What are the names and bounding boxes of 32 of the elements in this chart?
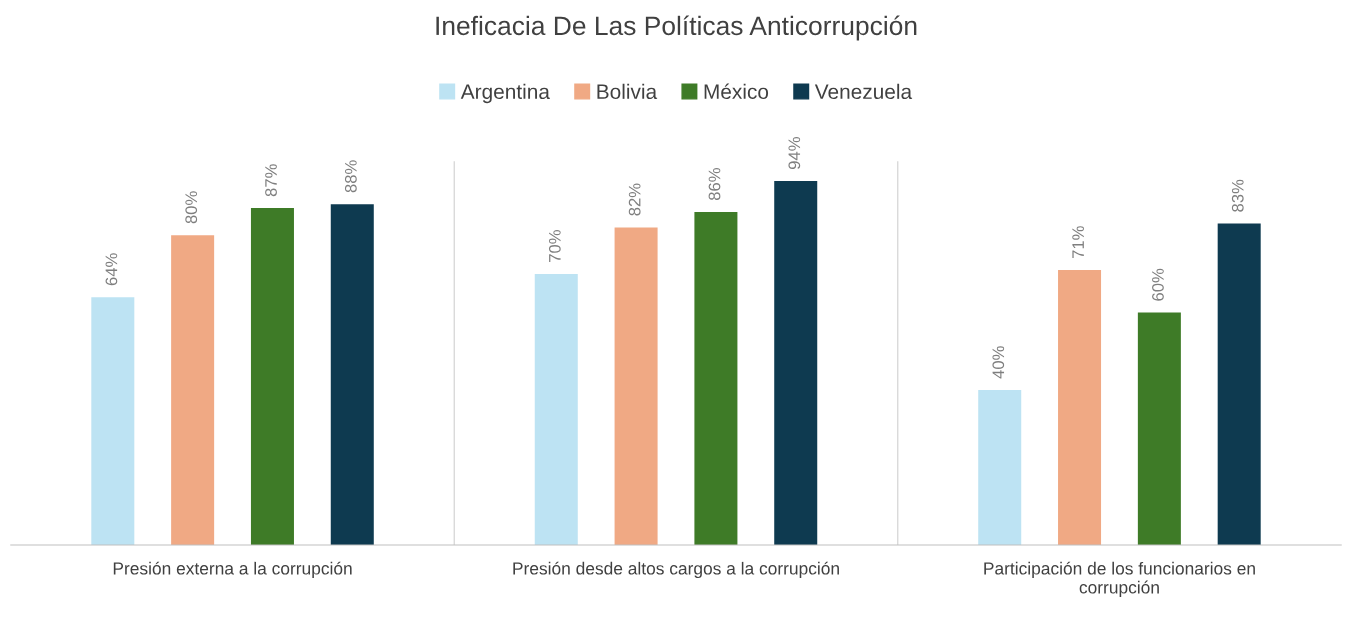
legend-label: Bolivia <box>597 83 658 100</box>
x-tick-label: Presión desde altos cargos a la corrupción <box>513 561 839 579</box>
bar <box>978 390 1022 545</box>
x-tick-label: Presión externa a la corrupción <box>113 561 352 579</box>
legend-label: Argentina <box>460 83 550 104</box>
data-label: 94% <box>788 137 801 170</box>
data-label: 82% <box>628 183 641 216</box>
chart-title: Ineficacia De Las Políticas Anticorrupción <box>436 15 917 41</box>
data-label: 86% <box>708 168 721 201</box>
bar <box>774 180 818 545</box>
data-label: 64% <box>105 253 118 286</box>
data-label: 80% <box>185 191 198 224</box>
bar <box>1217 223 1261 545</box>
data-label: 60% <box>1152 268 1164 301</box>
data-label: 70% <box>548 230 561 262</box>
legend-label: Venezuela <box>814 83 913 100</box>
bar <box>1137 312 1181 545</box>
data-label: 71% <box>1072 226 1084 259</box>
data-label: 40% <box>992 346 1005 379</box>
bar <box>330 204 374 545</box>
x-tick-label: Participación de los funcionarios en corrupción <box>984 561 1255 597</box>
legend-label: México <box>704 83 769 100</box>
bar <box>1058 270 1102 545</box>
data-label: 83% <box>1231 179 1244 212</box>
bar <box>171 235 215 545</box>
bar <box>614 227 658 545</box>
bar <box>534 273 578 545</box>
data-label: 87% <box>265 164 277 197</box>
bar <box>250 208 294 545</box>
bar <box>694 211 738 545</box>
data-label: 88% <box>344 160 357 193</box>
bar <box>91 297 135 545</box>
